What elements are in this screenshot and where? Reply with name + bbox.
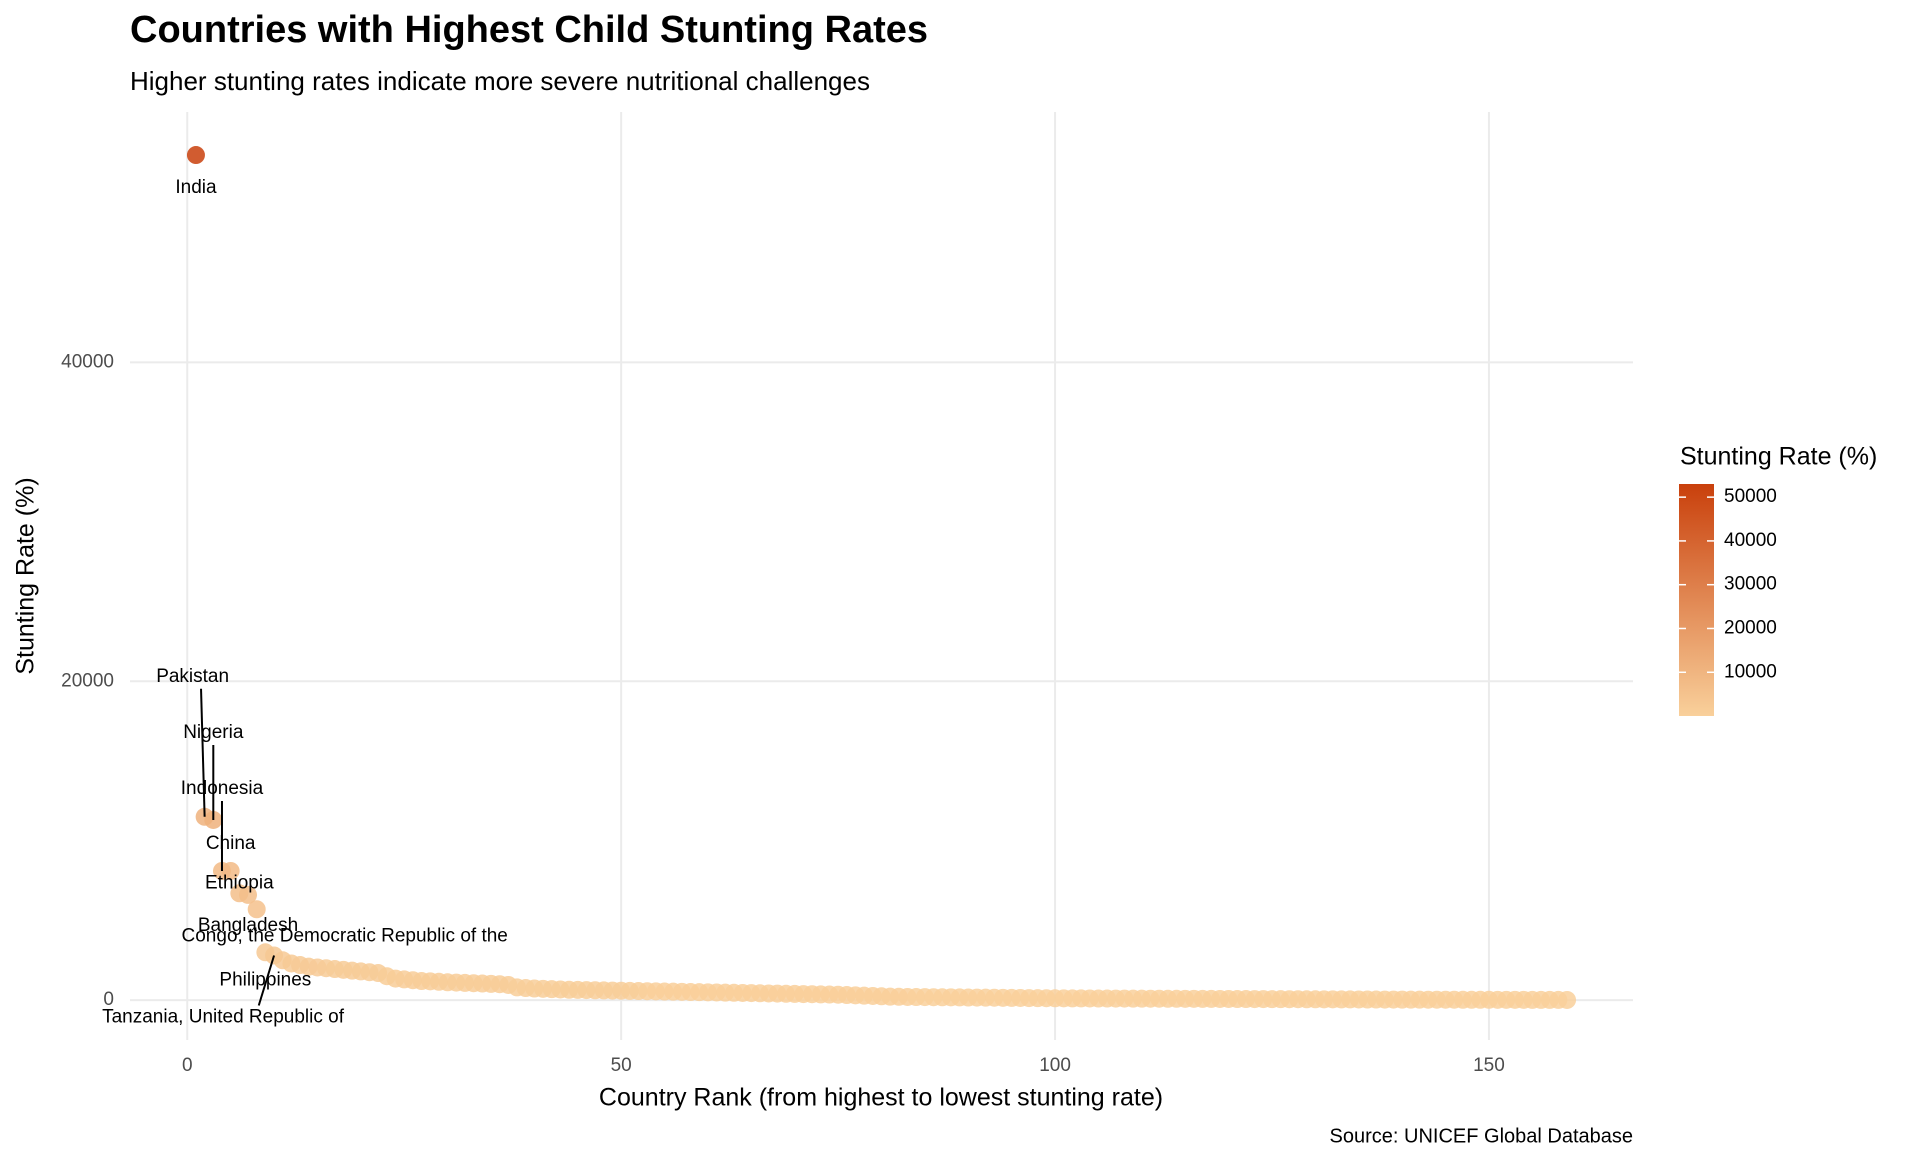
colorbar-label: 40000 [1724, 530, 1777, 551]
point-label: Philippines [219, 969, 311, 990]
point-label: Tanzania, United Republic of [102, 1007, 345, 1028]
point-label: Ethiopia [205, 872, 274, 893]
y-tick-label: 0 [103, 989, 114, 1010]
y-tick-label: 40000 [61, 351, 114, 372]
legend-title: Stunting Rate (%) [1680, 443, 1877, 471]
point-label: India [175, 177, 217, 198]
point-label: Indonesia [181, 778, 264, 799]
x-axis-title: Country Rank (from highest to lowest stu… [599, 1084, 1163, 1112]
x-tick-label: 150 [1473, 1055, 1505, 1076]
caption: Source: UNICEF Global Database [1330, 1125, 1633, 1147]
chart-subtitle: Higher stunting rates indicate more seve… [130, 66, 870, 96]
colorbar-label: 50000 [1724, 486, 1777, 507]
point [247, 900, 266, 919]
point [1558, 990, 1577, 1009]
point-label: China [206, 833, 256, 854]
colorbar [1679, 484, 1714, 716]
y-tick-label: 20000 [61, 670, 114, 691]
point [186, 146, 205, 165]
point-label: Bangladesh [198, 915, 298, 936]
point [239, 885, 258, 904]
x-tick-label: 0 [182, 1055, 193, 1076]
point [221, 861, 240, 880]
x-tick-label: 50 [611, 1055, 632, 1076]
leader-line [200, 688, 206, 817]
colorbar-label: 30000 [1724, 574, 1777, 595]
point-label: Congo, the Democratic Republic of the [182, 925, 508, 946]
colorbar-label: 10000 [1724, 661, 1777, 682]
point-label: Nigeria [183, 722, 244, 743]
chart-title: Countries with Highest Child Stunting Ra… [130, 9, 928, 51]
point-label: Pakistan [156, 666, 229, 687]
leader-line [257, 955, 276, 1006]
colorbar-label: 20000 [1724, 618, 1777, 639]
x-tick-label: 100 [1039, 1055, 1071, 1076]
y-axis-title: Stunting Rate (%) [12, 477, 40, 674]
